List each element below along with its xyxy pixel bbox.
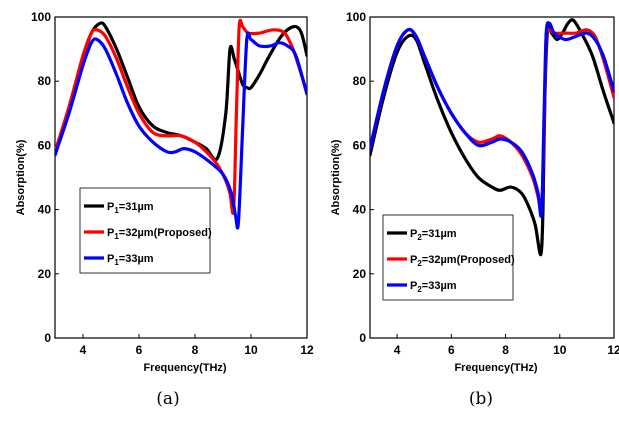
legend-entry: P2=32µm(Proposed) xyxy=(410,254,515,268)
legend-entry-subscript: 1 xyxy=(114,206,119,215)
legend-entry-subscript: 2 xyxy=(417,285,422,294)
x-tick-label: 12 xyxy=(300,343,314,357)
plot-frame xyxy=(54,16,308,339)
panel-label: (b) xyxy=(469,389,493,409)
chart-panel-a: 0 20 40 60 80 100 4 6 8 10 12 Frequency(THz) Absorpt… xyxy=(15,10,314,409)
x-axis-label: Frequency(THz) xyxy=(143,362,226,374)
y-tick-label: 60 xyxy=(353,138,367,152)
legend-entry-base: P xyxy=(410,228,417,240)
x-tick-label: 4 xyxy=(394,343,401,357)
y-tick-label: 40 xyxy=(38,203,52,217)
legend-entry-subscript: 1 xyxy=(114,258,119,267)
series-line-3 xyxy=(370,21,614,218)
y-tick-label: 60 xyxy=(38,138,52,152)
legend-entry: P2=31µm xyxy=(410,228,457,242)
legend-entry-subscript: 1 xyxy=(114,232,119,241)
x-tick-label: 10 xyxy=(553,343,567,357)
x-tick-label: 8 xyxy=(502,343,509,357)
y-tick-label: 100 xyxy=(31,10,51,24)
legend-entry-base: P xyxy=(410,254,417,266)
y-axis-label: Absorption(%) xyxy=(330,139,342,215)
y-tick-label: 40 xyxy=(353,203,367,217)
y-tick-label: 80 xyxy=(38,74,52,88)
legend-entry-base: P xyxy=(107,201,114,213)
legend-entry: P1=32µm(Proposed) xyxy=(107,227,212,241)
x-tick-label: 10 xyxy=(244,343,258,357)
y-tick-label: 80 xyxy=(353,74,367,88)
series-line-2 xyxy=(55,18,307,215)
y-tick-label: 0 xyxy=(44,331,51,345)
legend-entry-rest: =33µm xyxy=(422,280,457,292)
legend-entry-rest: =31µm xyxy=(119,201,154,213)
legend-entry: P1=31µm xyxy=(107,201,154,215)
legend-entry-base: P xyxy=(107,227,114,239)
x-tick-label: 8 xyxy=(192,343,199,357)
legend-entry-rest: =32µm(Proposed) xyxy=(119,227,212,239)
legend-entry-base: P xyxy=(410,280,417,292)
x-tick-label: 4 xyxy=(80,343,87,357)
y-axis-label: Absorption(%) xyxy=(15,139,27,215)
series-line-1 xyxy=(370,18,614,257)
x-tick-label: 12 xyxy=(607,343,619,357)
legend-entry-base: P xyxy=(107,253,114,265)
x-axis-label: Frequency(THz) xyxy=(454,362,537,374)
y-tick-label: 20 xyxy=(353,267,367,281)
y-tick-label: 100 xyxy=(346,10,366,24)
legend-entry-rest: =31µm xyxy=(422,228,457,240)
chart-panel-b: 0 20 40 60 80 100 4 6 8 10 12 Frequency(THz) Absorpt… xyxy=(330,10,619,409)
legend-entry-rest: =33µm xyxy=(119,253,154,265)
series-line-1 xyxy=(55,21,307,162)
series-line-3 xyxy=(55,31,307,230)
plot-frame xyxy=(369,16,615,339)
legend-entry: P2=33µm xyxy=(410,280,457,294)
legend-entry-subscript: 2 xyxy=(417,233,422,242)
y-tick-label: 20 xyxy=(38,267,52,281)
y-tick-label: 0 xyxy=(359,331,366,345)
x-tick-label: 6 xyxy=(448,343,455,357)
legend-entry-subscript: 2 xyxy=(417,259,422,268)
x-tick-label: 6 xyxy=(136,343,143,357)
panel-label: (a) xyxy=(156,389,179,409)
legend-entry-rest: =32µm(Proposed) xyxy=(422,254,515,266)
legend-entry: P1=33µm xyxy=(107,253,154,267)
